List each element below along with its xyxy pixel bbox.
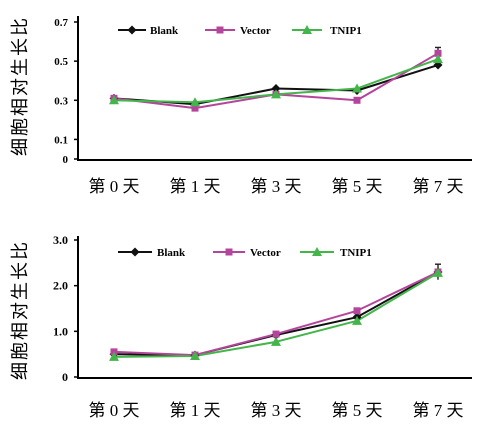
legend-marker	[302, 25, 312, 34]
x-tick-label: 第 3 天	[251, 177, 302, 196]
legend-item-vector: Vector	[213, 247, 281, 259]
y-tick-label: 3.0	[53, 233, 68, 247]
data-point-tnip1	[352, 83, 362, 93]
data-point-blank	[271, 84, 281, 94]
x-tick-label: 第 1 天	[170, 401, 221, 420]
data-point-vector	[272, 330, 280, 338]
data-point-vector	[110, 348, 118, 356]
x-tick-label: 第 5 天	[332, 401, 383, 420]
x-tick-label: 第 5 天	[332, 177, 383, 196]
legend-marker	[130, 247, 140, 257]
data-point-vector	[353, 96, 361, 104]
data-point-vector	[434, 49, 442, 57]
chart-top: 0.7 0.5 0.3 0.1 0 第 0 天 第 1 天 第 3 天 第 5 天 第 7 天 细胞…	[10, 16, 472, 196]
y-tick-label: 0	[62, 370, 68, 384]
data-point-tnip1	[352, 315, 362, 325]
y-tick-label: 0.7	[54, 17, 68, 29]
legend-item-tnip1: TNIP1	[292, 25, 362, 37]
legend-label: TNIP1	[330, 25, 362, 37]
x-tick-label: 第 7 天	[413, 177, 464, 196]
series-line-vector	[113, 52, 439, 110]
x-tick-label: 第 3 天	[251, 401, 302, 420]
data-point-tnip1	[109, 351, 119, 361]
chart-bottom: 3.0 2.0 1.0 0 第 0 天 第 1 天 第 3 天 第 5 天 第 7 天 细胞相对生…	[10, 233, 472, 420]
x-tick-label: 第 7 天	[413, 401, 464, 420]
data-point-tnip1	[109, 95, 119, 105]
legend-label: TNIP1	[340, 247, 372, 259]
data-point-tnip1	[190, 350, 200, 360]
legend-label: Blank	[150, 25, 179, 37]
x-tick-label: 第 0 天	[89, 177, 140, 196]
y-tick-label: 1.0	[53, 324, 68, 338]
y-tick-label: 0.5	[54, 56, 68, 68]
y-axis-label: 细胞相对生长比	[10, 16, 30, 156]
y-tick-label: 0	[63, 154, 69, 166]
legend-item-blank: Blank	[118, 25, 179, 37]
legend-item-vector: Vector	[205, 25, 271, 37]
legend-item-tnip1: TNIP1	[300, 247, 372, 259]
y-axis-label: 细胞相对生长比	[10, 240, 30, 380]
data-point-vector	[353, 307, 361, 315]
data-point-tnip1	[190, 97, 200, 107]
data-point-tnip1	[271, 336, 281, 346]
x-tick-label: 第 0 天	[89, 401, 140, 420]
legend-marker	[225, 248, 233, 256]
legend-marker	[312, 247, 322, 256]
legend: Blank Vector TNIP1	[118, 247, 372, 259]
y-tick-label: 0.1	[54, 134, 68, 146]
legend-label: Blank	[157, 247, 186, 259]
legend-marker	[216, 26, 224, 34]
data-point-tnip1	[433, 54, 443, 64]
y-tick-label: 2.0	[53, 279, 68, 293]
data-point-tnip1	[271, 89, 281, 99]
legend-marker	[127, 25, 137, 35]
legend: Blank Vector TNIP1	[118, 25, 362, 37]
data-point-vector	[191, 104, 199, 112]
data-point-tnip1	[433, 267, 443, 277]
legend-item-blank: Blank	[118, 247, 186, 259]
y-tick-label: 0.3	[54, 95, 68, 107]
legend-label: Vector	[250, 247, 281, 259]
x-tick-label: 第 1 天	[170, 177, 221, 196]
legend-label: Vector	[240, 25, 271, 37]
